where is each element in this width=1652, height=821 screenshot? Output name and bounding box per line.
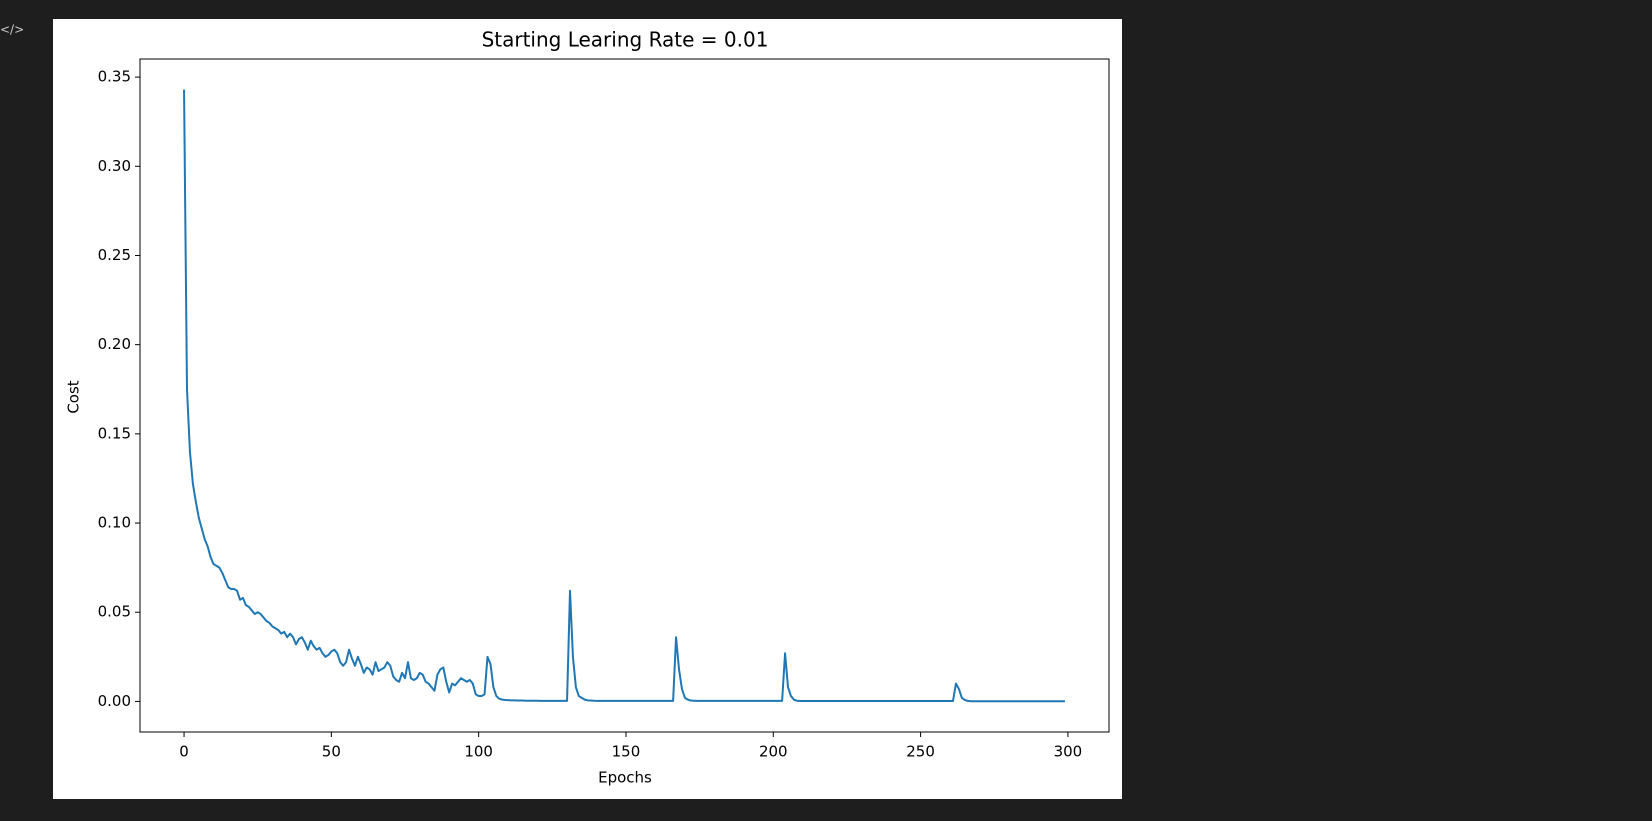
y-tick-label: 0.15 [98,424,131,442]
y-tick-label: 0.30 [98,157,131,175]
cell-icon: </> [0,23,24,37]
x-tick-label: 150 [612,743,641,761]
x-tick-label: 100 [464,743,493,761]
y-axis-label: Cost [65,380,83,413]
y-tick-label: 0.10 [98,514,131,532]
figure [53,19,1122,799]
y-tick-label: 0.05 [98,603,131,621]
cost-line [183,89,1065,703]
y-tick-label: 0.35 [98,68,131,86]
x-tick-label: 50 [322,743,341,761]
x-tick-label: 300 [1054,743,1083,761]
x-tick-label: 200 [759,743,788,761]
y-tick-label: 0.00 [98,692,131,710]
y-tick-label: 0.25 [98,246,131,264]
x-tick-label: 0 [179,743,189,761]
x-axis-label: Epochs [598,769,652,787]
axes-frame [139,58,1110,733]
y-tick-label: 0.20 [98,335,131,353]
chart-title: Starting Learing Rate = 0.01 [482,28,769,52]
x-tick-label: 250 [906,743,935,761]
